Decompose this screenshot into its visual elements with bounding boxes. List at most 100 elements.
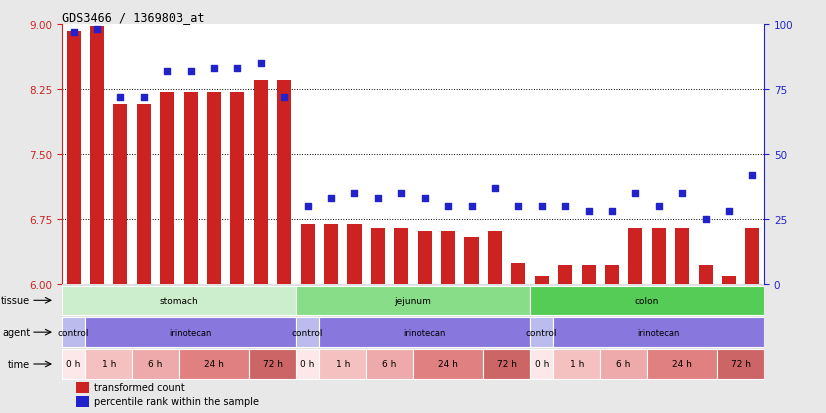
Point [67, 29, 80, 36]
Text: tissue: tissue [1, 296, 31, 306]
Point [605, 209, 619, 215]
Point [90, 27, 104, 33]
Text: jejunum: jejunum [395, 296, 431, 305]
Bar [67, 32, 81, 285]
Point [511, 204, 525, 210]
Point [254, 60, 268, 67]
Bar [183, 93, 197, 285]
Point [746, 172, 759, 179]
Text: control: control [58, 328, 89, 337]
Bar [132, 349, 179, 379]
Point [629, 190, 642, 197]
Text: 24 h: 24 h [438, 360, 458, 368]
Bar [249, 349, 296, 379]
Bar [324, 224, 338, 285]
Point [676, 190, 689, 197]
Bar [530, 349, 553, 379]
Bar [441, 231, 455, 285]
Point [441, 204, 454, 210]
Text: 0 h: 0 h [301, 360, 315, 368]
Text: irinotecan: irinotecan [638, 328, 680, 337]
Bar [301, 224, 315, 285]
Point [278, 94, 291, 101]
Text: GDS3466 / 1369803_at: GDS3466 / 1369803_at [62, 11, 205, 24]
Bar [511, 263, 525, 285]
Text: 72 h: 72 h [731, 360, 751, 368]
Bar [371, 228, 385, 285]
Point [722, 209, 735, 215]
Bar [553, 349, 601, 379]
Bar [647, 349, 717, 379]
Bar [160, 93, 174, 285]
Bar [254, 81, 268, 285]
Bar [530, 286, 764, 315]
Bar [85, 349, 132, 379]
Bar [113, 104, 127, 285]
Text: 1 h: 1 h [570, 360, 584, 368]
Point [372, 196, 385, 202]
Text: irinotecan: irinotecan [404, 328, 446, 337]
Bar [745, 228, 759, 285]
Bar [675, 228, 689, 285]
Bar [582, 266, 596, 285]
Text: 6 h: 6 h [149, 360, 163, 368]
Point [465, 204, 478, 210]
Bar [717, 349, 764, 379]
Bar [413, 349, 483, 379]
Bar [530, 318, 553, 347]
Bar [605, 266, 619, 285]
Point [160, 68, 173, 75]
Bar [76, 382, 88, 393]
Point [137, 94, 150, 101]
Bar [629, 228, 643, 285]
Bar [553, 318, 764, 347]
Text: 72 h: 72 h [263, 360, 282, 368]
Bar [62, 286, 296, 315]
Bar [62, 349, 85, 379]
Bar [296, 349, 320, 379]
Point [418, 196, 431, 202]
Bar [85, 318, 296, 347]
Text: irinotecan: irinotecan [169, 328, 211, 337]
Point [325, 196, 338, 202]
Point [535, 204, 548, 210]
Point [582, 209, 595, 215]
Text: 1 h: 1 h [335, 360, 350, 368]
Point [207, 66, 221, 72]
Bar [320, 318, 530, 347]
Bar [76, 396, 88, 406]
Point [114, 94, 127, 101]
Bar [62, 318, 85, 347]
Text: 24 h: 24 h [204, 360, 224, 368]
Bar [278, 81, 292, 285]
Text: 24 h: 24 h [672, 360, 692, 368]
Bar [699, 266, 713, 285]
Bar [464, 237, 478, 285]
Text: 0 h: 0 h [534, 360, 549, 368]
Bar [348, 224, 362, 285]
Text: colon: colon [635, 296, 659, 305]
Point [652, 204, 665, 210]
Text: 6 h: 6 h [616, 360, 631, 368]
Text: control: control [292, 328, 324, 337]
Bar [90, 27, 104, 285]
Bar [652, 228, 666, 285]
Bar [418, 231, 432, 285]
Point [558, 204, 572, 210]
Point [184, 68, 197, 75]
Bar [179, 349, 249, 379]
Bar [394, 228, 408, 285]
Point [230, 66, 244, 72]
Text: 6 h: 6 h [382, 360, 396, 368]
Bar [488, 231, 502, 285]
Text: agent: agent [2, 328, 31, 337]
Text: stomach: stomach [159, 296, 198, 305]
Point [395, 190, 408, 197]
Text: 72 h: 72 h [496, 360, 516, 368]
Text: 0 h: 0 h [66, 360, 81, 368]
Text: percentile rank within the sample: percentile rank within the sample [94, 396, 259, 406]
Bar [722, 276, 736, 285]
Point [488, 185, 501, 192]
Point [699, 216, 712, 223]
Text: control: control [526, 328, 558, 337]
